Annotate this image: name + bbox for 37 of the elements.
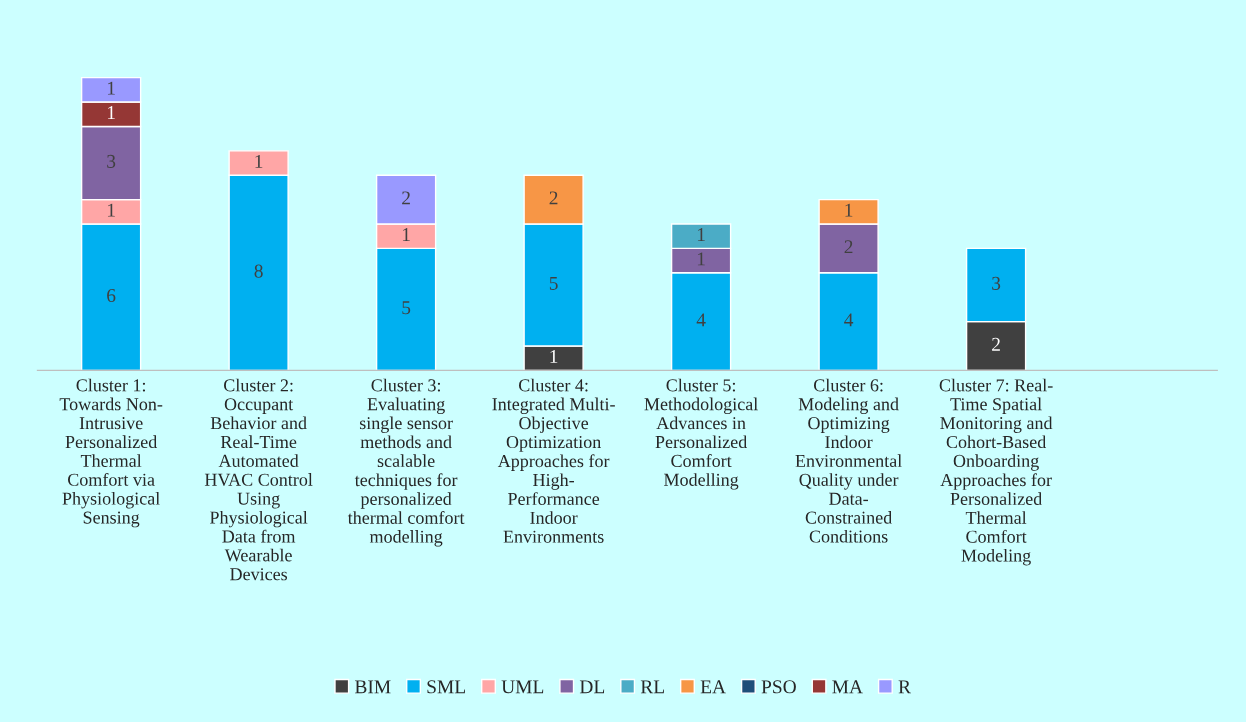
category-label: Cluster 4: Integrated Multi- Objective Optimization Approaches for High- Performance Indoor Environments <box>492 378 615 543</box>
legend-label: SML <box>427 680 465 694</box>
legend-label: RL <box>640 680 664 694</box>
category-label: Cluster 2: Occupant Behavior and Real-Time Automated HVAC Control Using Physiological Data from Wearable Devices <box>204 378 313 581</box>
category-label: Cluster 6: Modeling and Optimizing Indoor Environmental Quality under Data- Constrained Conditions <box>795 378 902 543</box>
legend-label: EA <box>700 680 726 694</box>
data-label: 5 <box>549 276 558 290</box>
legend-label: DL <box>579 680 605 694</box>
data-label: 8 <box>254 264 263 278</box>
data-label: 2 <box>844 240 853 254</box>
legend-label: UML <box>501 680 544 694</box>
data-label: 2 <box>402 191 410 205</box>
category-label: Cluster 3: Evaluating single sensor methods and scalable techniques for personalized thermal comfort modelling <box>347 378 465 547</box>
legend-label: PSO <box>761 680 796 694</box>
x-tick-label: Cluster 5: Methodological Advances in Personalized Comfort Modelling <box>644 378 758 490</box>
data-label: 1 <box>402 228 410 241</box>
legend-label: R <box>898 680 911 694</box>
data-label: 2 <box>549 191 558 205</box>
data-label: 3 <box>992 276 1001 290</box>
data-label: 2 <box>992 337 1000 351</box>
data-label: 1 <box>107 81 115 95</box>
data-label: 1 <box>697 252 705 266</box>
legend-label: MA <box>832 680 863 694</box>
data-label: 6 <box>107 289 116 303</box>
data-label: 1 <box>255 154 263 168</box>
x-tick-label: Cluster 1: Towards Non- Intrusive Personalized Thermal Comfort via Physiological Sensing <box>59 378 163 528</box>
data-label: 1 <box>107 203 115 217</box>
data-label: 4 <box>696 313 706 327</box>
data-label: 1 <box>550 350 558 363</box>
data-label: 1 <box>845 203 853 217</box>
data-label: 4 <box>844 313 854 327</box>
data-label: 1 <box>107 106 115 119</box>
legend-label: BIM <box>354 680 391 694</box>
data-label: 5 <box>402 301 411 315</box>
data-label: 1 <box>697 228 705 241</box>
data-label: 3 <box>107 154 116 168</box>
category-label: Cluster 7: Real- Time Spatial Monitoring and Cohort-Based Onboarding Approaches for Personalized Thermal Comfort Modeling <box>939 378 1053 566</box>
